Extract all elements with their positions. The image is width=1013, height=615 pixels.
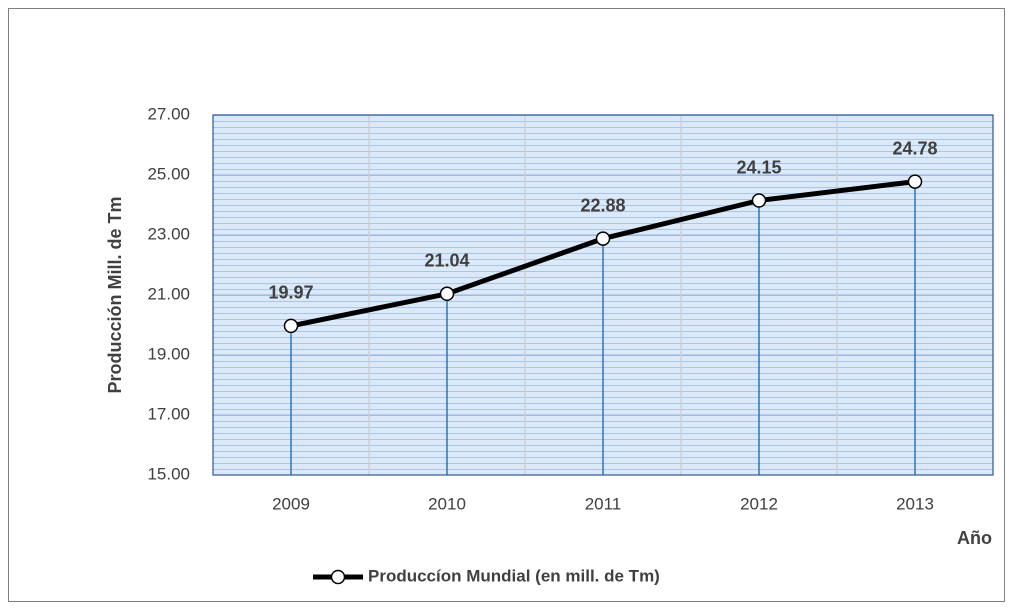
x-axis-title: Año — [957, 528, 992, 548]
marker — [907, 174, 923, 189]
x-tick-label: 2009 — [272, 494, 310, 513]
marker — [283, 318, 299, 334]
marker — [751, 193, 767, 208]
y-tick-label: 19.00 — [147, 344, 190, 363]
y-axis-title: Producción Mill. de Tm — [105, 196, 125, 393]
x-tick-label: 2010 — [428, 494, 466, 513]
data-label: 19.97 — [268, 283, 313, 303]
data-label: 21.04 — [424, 251, 469, 271]
y-tick-label: 21.00 — [147, 284, 190, 303]
y-tick-label: 23.00 — [147, 224, 190, 243]
data-label: 24.15 — [736, 157, 781, 177]
x-tick-label: 2012 — [740, 494, 778, 513]
x-tick-label: 2013 — [896, 494, 934, 513]
marker — [595, 231, 611, 246]
y-tick-label: 25.00 — [147, 164, 190, 183]
data-label: 24.78 — [892, 138, 937, 158]
legend-label: Produccíon Mundial (en mill. de Tm) — [368, 566, 660, 585]
x-tick-label: 2011 — [585, 494, 622, 513]
y-tick-label: 15.00 — [147, 464, 190, 483]
y-tick-label: 17.00 — [147, 404, 190, 423]
data-label: 22.88 — [580, 195, 625, 215]
legend-marker — [330, 569, 346, 585]
marker — [439, 286, 455, 302]
y-tick-label: 27.00 — [147, 104, 190, 123]
